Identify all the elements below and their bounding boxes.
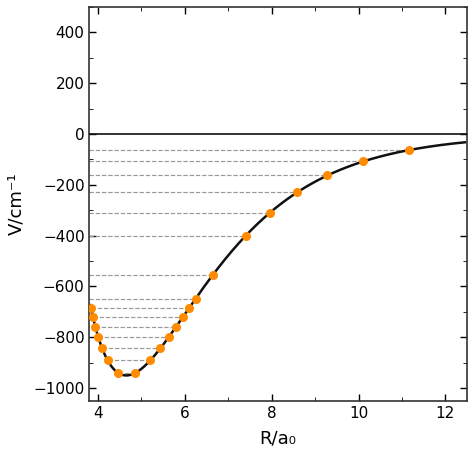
Y-axis label: V∕cm⁻¹: V∕cm⁻¹	[7, 173, 25, 235]
X-axis label: R∕a₀: R∕a₀	[260, 429, 297, 447]
